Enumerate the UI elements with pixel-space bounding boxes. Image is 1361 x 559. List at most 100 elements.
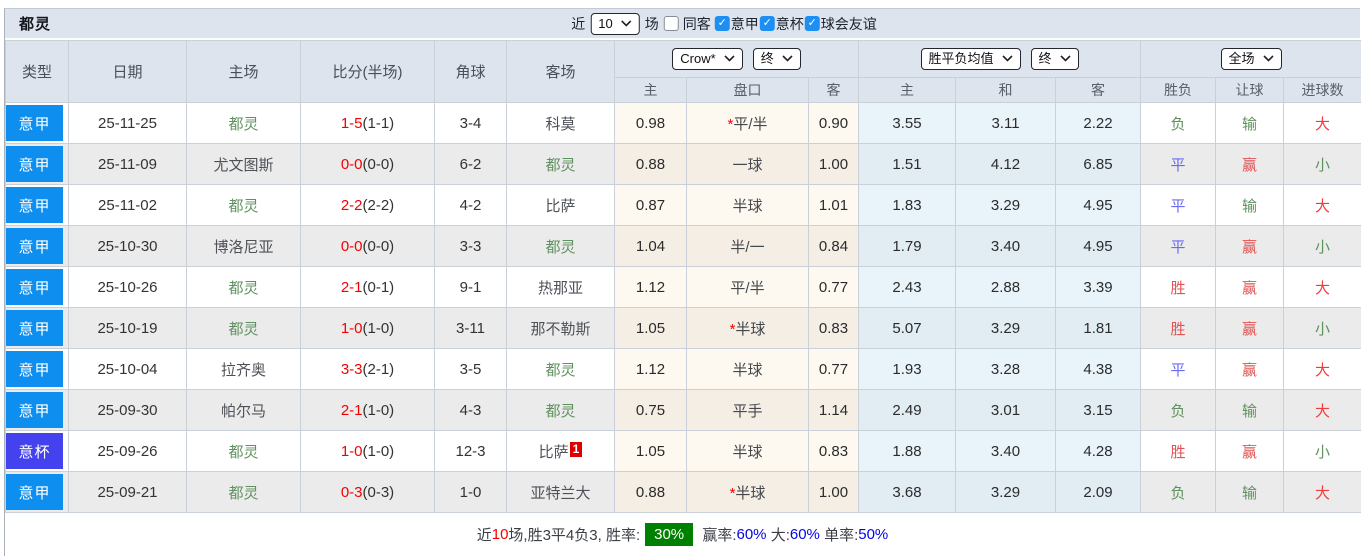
avg-away-odds: 2.22 bbox=[1056, 103, 1141, 144]
handicap-odds-home: 1.05 bbox=[615, 431, 687, 472]
full-score: 3-3 bbox=[341, 361, 363, 378]
checkbox-item-意杯: ✓意杯 bbox=[760, 14, 804, 34]
away-team-name: 都灵 bbox=[545, 157, 575, 174]
match-date: 25-11-25 bbox=[69, 103, 187, 144]
match-date: 25-11-09 bbox=[69, 144, 187, 185]
scope-select[interactable]: 全场 bbox=[1221, 48, 1282, 70]
avg-home-odds: 1.83 bbox=[859, 185, 956, 226]
col-corner: 角球 bbox=[435, 41, 507, 103]
result-goals: 大 bbox=[1284, 349, 1361, 390]
subcol-handicap-home: 主 bbox=[615, 78, 687, 103]
half-score: (1-0) bbox=[363, 320, 395, 337]
checked-checkbox[interactable]: ✓ bbox=[715, 16, 730, 31]
col-score: 比分(半场) bbox=[301, 41, 435, 103]
odds-average-select[interactable]: 胜平负均值 bbox=[921, 48, 1021, 70]
avg-away-odds: 2.09 bbox=[1056, 472, 1141, 513]
half-score: (1-0) bbox=[363, 443, 395, 460]
away-team-name: 都灵 bbox=[545, 239, 575, 256]
score-cell: 0-0(0-0) bbox=[301, 144, 435, 185]
league-badge: 意甲 bbox=[6, 474, 63, 510]
handicap-odds-away: 0.77 bbox=[809, 349, 859, 390]
chevron-down-icon bbox=[621, 20, 632, 27]
league-badge: 意杯 bbox=[6, 433, 63, 469]
handicap-text: 平/半 bbox=[733, 116, 767, 133]
checked-checkbox[interactable]: ✓ bbox=[805, 16, 820, 31]
result-handicap: 赢 bbox=[1216, 308, 1284, 349]
result-handicap: 输 bbox=[1216, 472, 1284, 513]
handicap-odds-home: 0.98 bbox=[615, 103, 687, 144]
subcol-result-outcome: 胜负 bbox=[1141, 78, 1216, 103]
corners: 4-2 bbox=[435, 185, 507, 226]
league-cell: 意甲 bbox=[6, 144, 69, 185]
handicap-text: 半球 bbox=[732, 198, 762, 215]
result-outcome: 平 bbox=[1141, 226, 1216, 267]
checkbox-label: 意杯 bbox=[776, 14, 804, 34]
checkbox-item-意甲: ✓意甲 bbox=[715, 14, 759, 34]
full-score: 2-1 bbox=[341, 402, 363, 419]
full-score: 2-1 bbox=[341, 279, 363, 296]
matches-label: 场 bbox=[645, 14, 659, 34]
result-handicap: 赢 bbox=[1216, 431, 1284, 472]
home-team: 都灵 bbox=[187, 185, 301, 226]
handicap-time-select[interactable]: 终 bbox=[753, 48, 801, 70]
handicap-line: 半球 bbox=[687, 185, 809, 226]
result-outcome: 平 bbox=[1141, 185, 1216, 226]
league-badge: 意甲 bbox=[6, 146, 63, 182]
average-time-select[interactable]: 终 bbox=[1031, 48, 1079, 70]
score-cell: 0-3(0-3) bbox=[301, 472, 435, 513]
league-cell: 意甲 bbox=[6, 103, 69, 144]
handicap-line: *半球 bbox=[687, 472, 809, 513]
bookmaker-select[interactable]: Crow* bbox=[672, 48, 742, 70]
result-handicap: 赢 bbox=[1216, 349, 1284, 390]
league-badge: 意甲 bbox=[6, 392, 63, 428]
handicap-text: 半/一 bbox=[730, 239, 764, 256]
chevron-down-icon bbox=[724, 55, 735, 62]
avg-home-odds: 2.49 bbox=[859, 390, 956, 431]
league-badge: 意甲 bbox=[6, 310, 63, 346]
col-home: 主场 bbox=[187, 41, 301, 103]
handicap-odds-home: 1.05 bbox=[615, 308, 687, 349]
league-badge: 意甲 bbox=[6, 105, 63, 141]
avg-home-odds: 3.55 bbox=[859, 103, 956, 144]
score-cell: 3-3(2-1) bbox=[301, 349, 435, 390]
card-badge: 1 bbox=[570, 442, 583, 457]
avg-draw-odds: 4.12 bbox=[956, 144, 1056, 185]
result-outcome: 胜 bbox=[1141, 267, 1216, 308]
checked-checkbox[interactable]: ✓ bbox=[760, 16, 775, 31]
result-handicap: 赢 bbox=[1216, 267, 1284, 308]
full-score: 0-3 bbox=[341, 484, 363, 501]
win-rate-badge: 30% bbox=[645, 523, 693, 546]
result-handicap: 赢 bbox=[1216, 144, 1284, 185]
result-outcome: 负 bbox=[1141, 103, 1216, 144]
unchecked-checkbox[interactable] bbox=[664, 16, 679, 31]
summary-text: 单率: bbox=[820, 524, 858, 545]
recent-count-select[interactable]: 10 bbox=[590, 13, 639, 35]
league-badge: 意甲 bbox=[6, 351, 63, 387]
handicap-odds-home: 0.87 bbox=[615, 185, 687, 226]
score-cell: 2-1(0-1) bbox=[301, 267, 435, 308]
subcol-result-handicap: 让球 bbox=[1216, 78, 1284, 103]
handicap-odds-away: 1.14 bbox=[809, 390, 859, 431]
subcol-handicap-line: 盘口 bbox=[687, 78, 809, 103]
avg-away-odds: 1.81 bbox=[1056, 308, 1141, 349]
half-score: (0-0) bbox=[363, 238, 395, 255]
result-group-header: 全场 bbox=[1141, 41, 1361, 78]
handicap-odds-away: 0.84 bbox=[809, 226, 859, 267]
home-team: 都灵 bbox=[187, 308, 301, 349]
match-date: 25-10-26 bbox=[69, 267, 187, 308]
filter-checkboxes: 同客✓意甲✓意杯✓球会友谊 bbox=[664, 14, 878, 34]
result-outcome: 平 bbox=[1141, 349, 1216, 390]
handicap-odds-away: 1.00 bbox=[809, 144, 859, 185]
corners: 12-3 bbox=[435, 431, 507, 472]
away-team: 热那亚 bbox=[507, 267, 615, 308]
result-goals: 小 bbox=[1284, 431, 1361, 472]
handicap-odds-home: 0.75 bbox=[615, 390, 687, 431]
away-team-name: 那不勒斯 bbox=[530, 321, 590, 338]
league-badge: 意甲 bbox=[6, 269, 63, 305]
away-team: 比萨 bbox=[507, 185, 615, 226]
